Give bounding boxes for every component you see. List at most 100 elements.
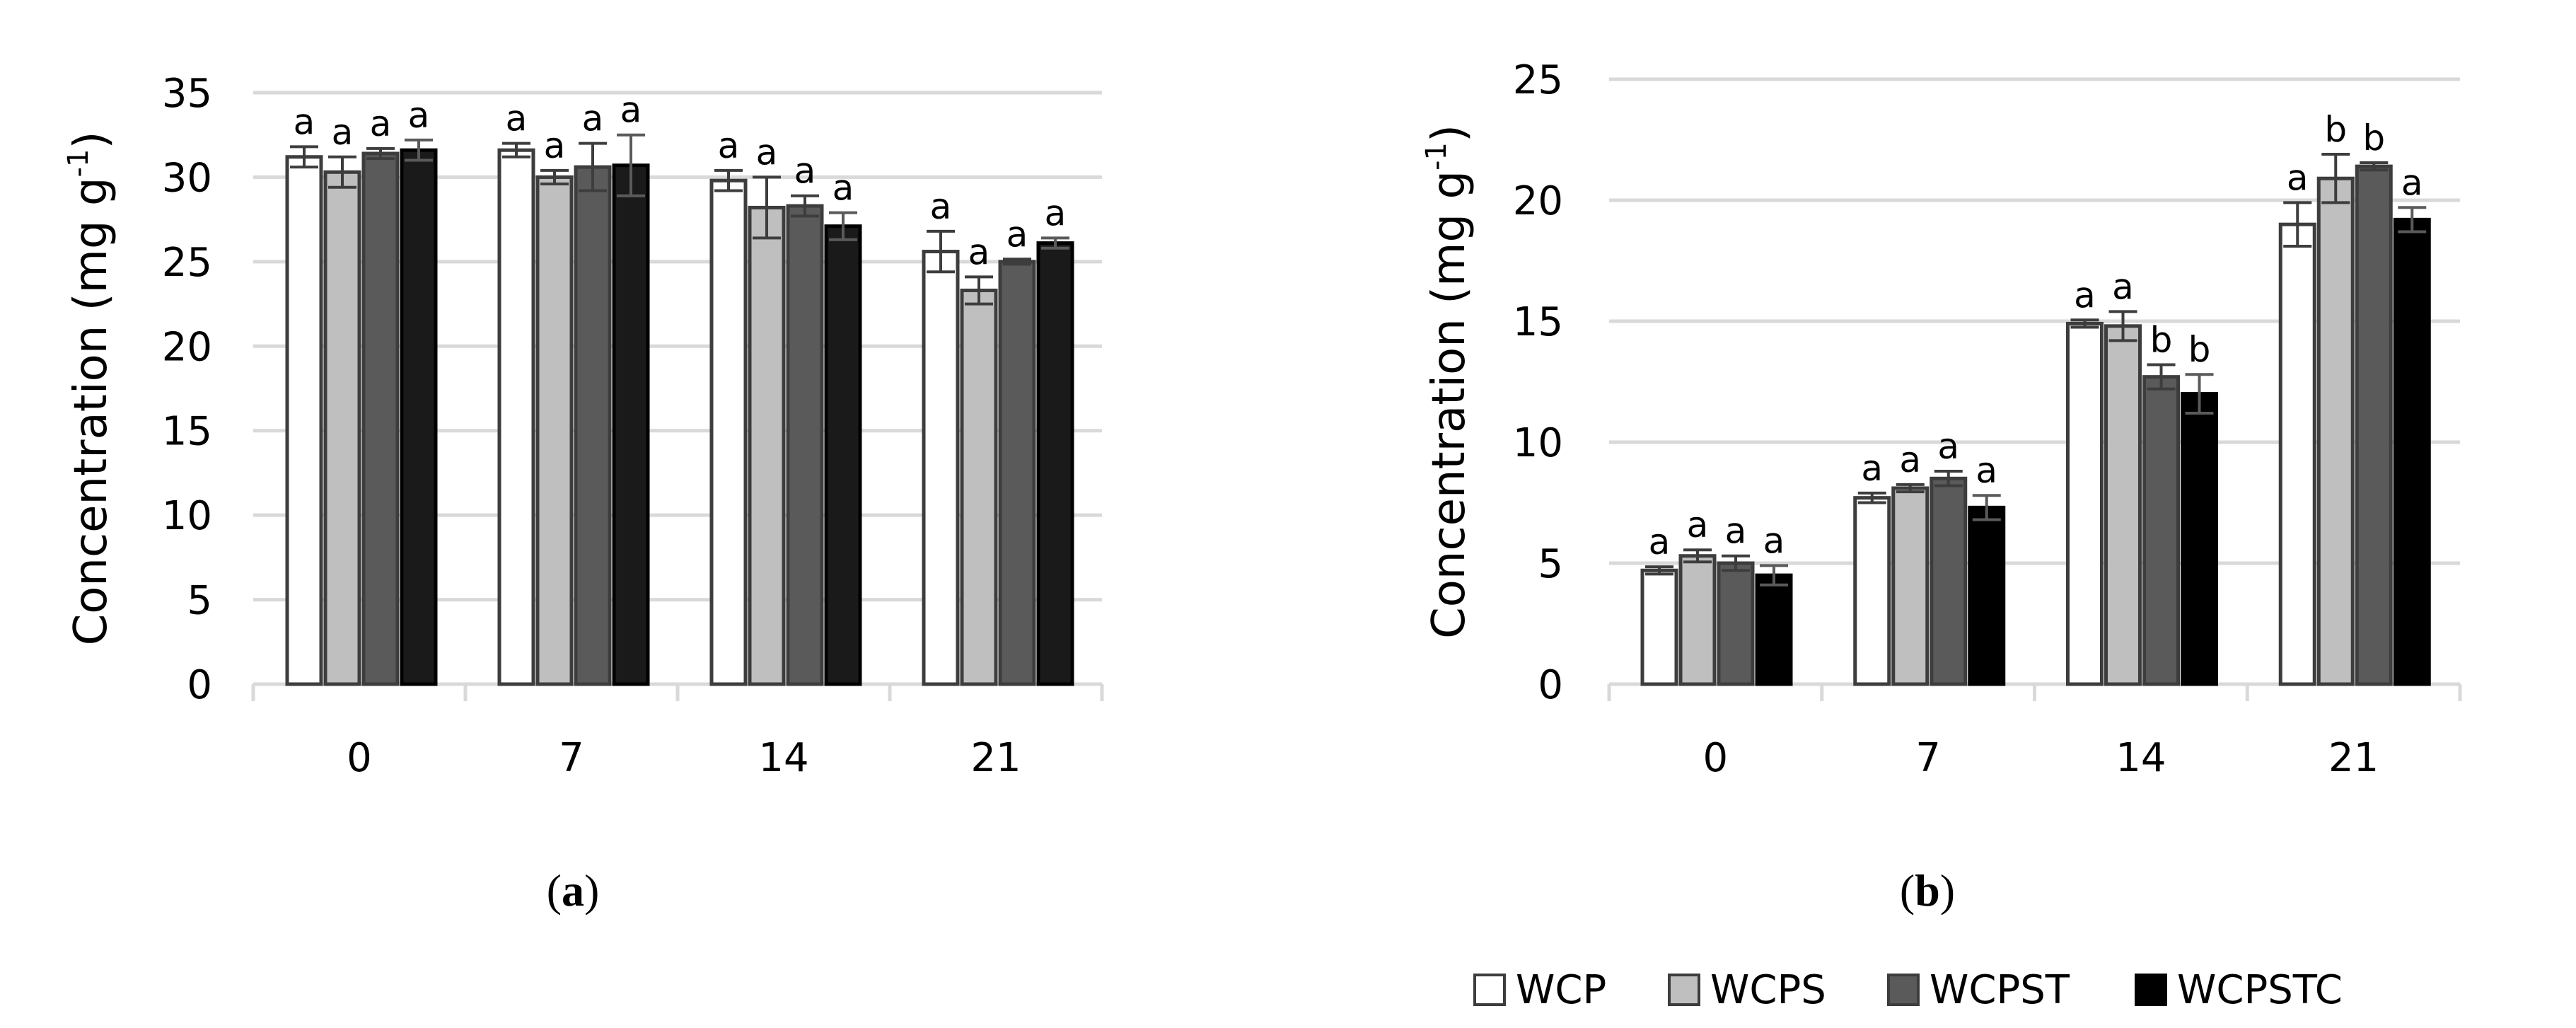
x-tick-label: 14 [758, 735, 808, 781]
significance-letter: a [1937, 426, 1959, 467]
bar-wcpstc-day-0 [400, 148, 438, 686]
significance-letter: a [1763, 520, 1785, 561]
bar-wcpstc-day-14 [2181, 392, 2218, 686]
y-tick-label: 0 [1538, 662, 1563, 708]
legend-swatch-wcp [1473, 974, 1506, 1006]
panel-label-close: ) [584, 865, 599, 916]
bar-wcps-day-7 [535, 175, 574, 686]
significance-letter: b [2324, 109, 2347, 150]
bar-wcp-day-14 [2066, 321, 2104, 686]
bar-wcpst-day-21 [998, 260, 1036, 686]
legend-label-wcpstc: WCPSTC [2177, 967, 2343, 1013]
bar-wcpst-day-21 [2355, 164, 2393, 686]
y-tick-label: 25 [1513, 57, 1563, 103]
y-tick-label: 5 [1538, 541, 1563, 587]
bar-wcpst-day-7 [1930, 476, 1968, 686]
y-tick-label: 10 [1513, 420, 1563, 466]
x-tick-label: 21 [2328, 735, 2379, 781]
significance-letter: a [794, 151, 816, 192]
significance-letter: a [544, 125, 566, 166]
significance-letter: a [718, 125, 740, 166]
significance-letter: a [1006, 214, 1028, 255]
bar-wcpstc-day-7 [1968, 505, 2006, 686]
significance-letter: a [294, 101, 315, 142]
bar-wcpst-day-7 [574, 165, 612, 686]
panel-label-open: ( [1900, 865, 1915, 916]
significance-letter: a [930, 186, 952, 227]
significance-letter: a [1975, 450, 1997, 491]
significance-letter: a [2401, 162, 2423, 203]
y-tick-label: 25 [162, 240, 212, 286]
bar-wcpst-day-0 [361, 151, 400, 686]
significance-letter: a [620, 90, 642, 131]
bar-wcpst-day-14 [786, 204, 824, 686]
y-axis-label-superscript: -1 [62, 149, 95, 178]
legend-label-wcps: WCPS [1710, 967, 1826, 1013]
significance-letter: a [1649, 521, 1671, 562]
significance-letter: a [506, 98, 528, 139]
y-tick-label: 15 [162, 409, 212, 455]
y-axis-label-close: ) [65, 132, 117, 149]
significance-letter: b [2150, 320, 2173, 361]
y-axis-label-text: Concentration (mg g [65, 177, 117, 645]
legend: WCP WCPS WCPST WCPSTC [1473, 967, 2343, 1013]
significance-letter: a [408, 95, 430, 136]
bar-wcpst-day-14 [2142, 375, 2180, 686]
bar-wcps-day-21 [960, 288, 998, 686]
significance-letter: b [2362, 117, 2385, 158]
significance-letter: a [1861, 448, 1883, 489]
significance-letter: a [332, 112, 354, 153]
bar-wcpstc-day-21 [2393, 217, 2431, 686]
significance-letter: a [2074, 275, 2096, 316]
x-tick-label: 7 [559, 735, 584, 781]
significance-letter: a [1899, 439, 1921, 480]
significance-letter: a [1725, 511, 1747, 552]
bar-wcpstc-day-21 [1036, 241, 1074, 686]
bar-wcps-day-0 [1678, 554, 1717, 686]
legend-swatch-wcps [1668, 974, 1700, 1006]
y-tick-label: 15 [1513, 299, 1563, 345]
y-tick-label: 20 [162, 324, 212, 370]
legend-swatch-wcpstc [2135, 974, 2167, 1006]
y-tick-label: 0 [187, 662, 212, 708]
significance-letter: a [968, 231, 990, 272]
bar-wcps-day-14 [2104, 324, 2142, 686]
significance-letter: a [582, 98, 604, 139]
x-tick-label: 0 [1703, 735, 1729, 781]
bar-wcps-day-14 [748, 205, 786, 686]
bar-wcpst-day-0 [1717, 561, 1755, 686]
x-tick-label: 21 [970, 735, 1021, 781]
bar-wcps-day-21 [2316, 176, 2355, 686]
y-tick-label: 5 [187, 578, 212, 624]
panel-label: (b) [1900, 865, 1955, 916]
y-tick-label: 30 [162, 155, 212, 201]
significance-letter: a [2112, 266, 2134, 307]
bar-wcp-day-21 [922, 250, 960, 686]
bar-wcp-day-7 [1853, 496, 1891, 686]
bar-wcps-day-0 [323, 170, 361, 686]
significance-letter: b [2188, 329, 2211, 370]
legend-swatch-wcpst [1887, 974, 1920, 1006]
y-tick-label: 35 [162, 71, 212, 117]
significance-letter: a [1687, 504, 1709, 545]
legend-label-wcpst: WCPST [1930, 967, 2070, 1013]
significance-letter: a [1045, 192, 1067, 233]
x-tick-label: 14 [2116, 735, 2166, 781]
significance-letter: a [832, 168, 854, 209]
panel-label-letter: b [1915, 865, 1940, 916]
x-tick-label: 7 [1915, 735, 1941, 781]
y-axis-label-superscript: -1 [1420, 142, 1453, 171]
panel-label: (a) [547, 865, 600, 916]
panel-label-letter: a [562, 865, 584, 916]
significance-letter: a [370, 103, 392, 144]
bar-wcp-day-14 [709, 178, 748, 686]
x-tick-label: 0 [347, 735, 372, 781]
panel-label-open: ( [547, 865, 562, 916]
bar-wcp-day-21 [2278, 222, 2316, 686]
bar-wcps-day-7 [1891, 486, 1930, 686]
panel-label-close: ) [1940, 865, 1955, 916]
legend-label-wcp: WCP [1516, 967, 1606, 1013]
